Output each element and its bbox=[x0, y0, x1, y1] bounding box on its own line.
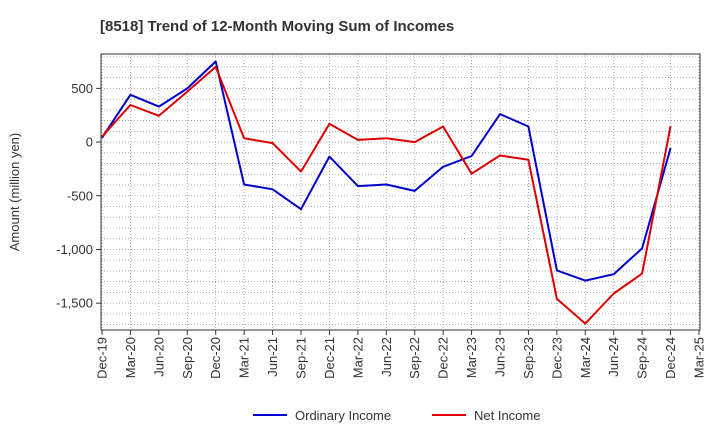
x-tick-label: Dec-21 bbox=[322, 337, 337, 379]
x-tick-label: Dec-19 bbox=[95, 337, 110, 379]
grid-lines bbox=[101, 54, 700, 330]
plot-frame bbox=[100, 53, 701, 331]
x-tick-label: Mar-21 bbox=[237, 337, 252, 378]
series-lines bbox=[101, 60, 672, 325]
x-tick-label: Dec-23 bbox=[549, 337, 564, 379]
x-tick-label: Dec-20 bbox=[208, 337, 223, 379]
x-axis-ticks: Dec-19 Mar-20 Jun-20 Sep-20 Dec-20 Mar-21 Jun-… bbox=[95, 330, 707, 379]
x-tick-label: Sep-23 bbox=[521, 337, 536, 379]
y-tick-label: -500 bbox=[67, 188, 93, 203]
x-tick-label: Jun-22 bbox=[379, 337, 394, 377]
x-tick-label: Jun-20 bbox=[151, 337, 166, 377]
x-tick-label: Mar-25 bbox=[692, 337, 707, 378]
x-tick-label: Sep-21 bbox=[294, 337, 309, 379]
chart-title: [8518] Trend of 12-Month Moving Sum of I… bbox=[100, 18, 454, 35]
x-tick-label: Mar-22 bbox=[350, 337, 365, 378]
x-tick-label: Mar-23 bbox=[464, 337, 479, 378]
legend: Ordinary Income Net Income bbox=[253, 408, 540, 423]
x-tick-label: Sep-24 bbox=[635, 337, 650, 379]
x-tick-label: Mar-20 bbox=[123, 337, 138, 378]
y-axis-label: Amount (million yen) bbox=[7, 133, 22, 252]
x-tick-label: Mar-24 bbox=[578, 337, 593, 378]
x-tick-label: Dec-24 bbox=[663, 337, 678, 379]
y-tick-label: 0 bbox=[86, 135, 93, 150]
x-tick-label: Jun-23 bbox=[493, 337, 508, 377]
x-tick-label: Jun-21 bbox=[265, 337, 280, 377]
y-tick-label: 500 bbox=[71, 81, 93, 96]
x-tick-label: Dec-22 bbox=[436, 337, 451, 379]
y-axis-ticks: 500 0 -500 -1,000 -1,500 bbox=[56, 81, 101, 311]
legend-label: Net Income bbox=[474, 408, 540, 423]
x-tick-label: Jun-24 bbox=[606, 337, 621, 377]
y-tick-label: -1,000 bbox=[56, 242, 93, 257]
y-tick-label: -1,500 bbox=[56, 296, 93, 311]
x-tick-label: Sep-22 bbox=[407, 337, 422, 379]
series-line-ordinary-income bbox=[101, 60, 672, 282]
legend-label: Ordinary Income bbox=[295, 408, 391, 423]
series-line-net-income bbox=[101, 65, 672, 325]
x-tick-label: Sep-20 bbox=[180, 337, 195, 379]
